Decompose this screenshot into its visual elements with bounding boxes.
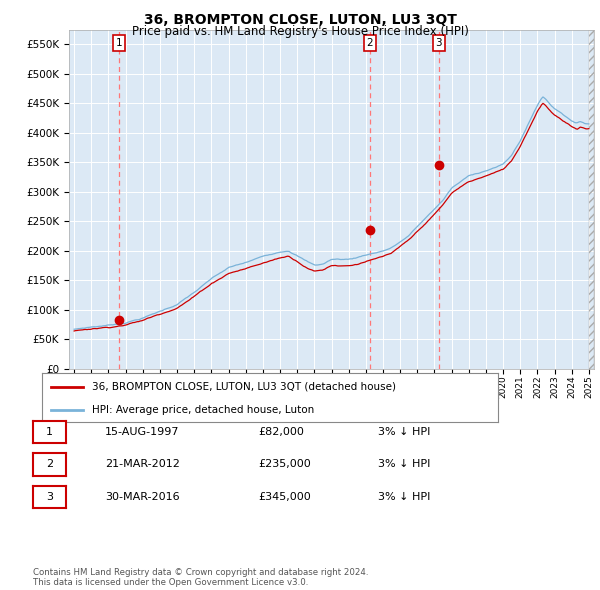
Text: Price paid vs. HM Land Registry's House Price Index (HPI): Price paid vs. HM Land Registry's House … <box>131 25 469 38</box>
Text: 36, BROMPTON CLOSE, LUTON, LU3 3QT: 36, BROMPTON CLOSE, LUTON, LU3 3QT <box>143 13 457 27</box>
Text: 1: 1 <box>116 38 122 48</box>
Text: 1: 1 <box>46 427 53 437</box>
Text: £235,000: £235,000 <box>258 460 311 469</box>
Text: 3% ↓ HPI: 3% ↓ HPI <box>378 492 430 502</box>
Text: 2: 2 <box>366 38 373 48</box>
Text: 2: 2 <box>46 460 53 469</box>
Text: 21-MAR-2012: 21-MAR-2012 <box>105 460 180 469</box>
Text: 3: 3 <box>46 492 53 502</box>
Text: 30-MAR-2016: 30-MAR-2016 <box>105 492 179 502</box>
Text: 3: 3 <box>436 38 442 48</box>
Text: £345,000: £345,000 <box>258 492 311 502</box>
Text: 3% ↓ HPI: 3% ↓ HPI <box>378 427 430 437</box>
Text: 3% ↓ HPI: 3% ↓ HPI <box>378 460 430 469</box>
Text: £82,000: £82,000 <box>258 427 304 437</box>
Text: HPI: Average price, detached house, Luton: HPI: Average price, detached house, Luto… <box>92 405 314 415</box>
Text: 15-AUG-1997: 15-AUG-1997 <box>105 427 179 437</box>
Text: 36, BROMPTON CLOSE, LUTON, LU3 3QT (detached house): 36, BROMPTON CLOSE, LUTON, LU3 3QT (deta… <box>92 382 396 392</box>
Text: Contains HM Land Registry data © Crown copyright and database right 2024.
This d: Contains HM Land Registry data © Crown c… <box>33 568 368 587</box>
